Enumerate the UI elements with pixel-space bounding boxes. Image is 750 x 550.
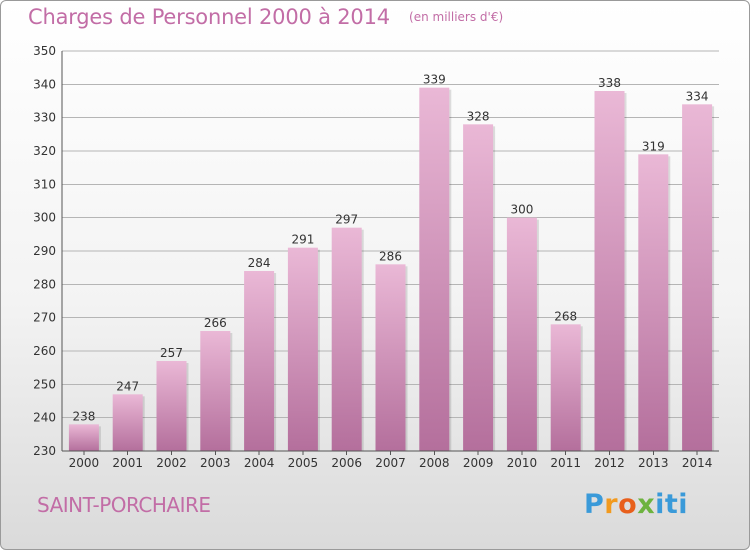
x-tick-label-2004: 2004 [244, 456, 275, 470]
x-tick-label-2009: 2009 [463, 456, 494, 470]
bar-2014 [682, 104, 713, 451]
data-label-2009: 328 [467, 109, 490, 123]
axes [61, 51, 719, 455]
x-tick-label-2010: 2010 [507, 456, 538, 470]
bar-2012 [594, 91, 625, 451]
title-text: Charges de Personnel 2000 à 2014 [28, 5, 390, 29]
data-label-2002: 257 [160, 346, 183, 360]
y-tick-label-350: 350 [33, 44, 56, 58]
data-label-2001: 247 [116, 379, 139, 393]
data-label-2012: 338 [598, 76, 621, 90]
data-label-2005: 291 [291, 233, 314, 247]
data-label-2013: 319 [642, 139, 665, 153]
y-tick-label-240: 240 [33, 411, 56, 425]
data-label-2004: 284 [248, 256, 271, 270]
bar-2007 [375, 264, 406, 451]
x-tick-label-2012: 2012 [594, 456, 625, 470]
data-label-2006: 297 [335, 213, 358, 227]
x-tick-label-2008: 2008 [419, 456, 450, 470]
x-tick-label-2007: 2007 [375, 456, 406, 470]
y-tick-label-300: 300 [33, 211, 56, 225]
x-tick-label-2014: 2014 [682, 456, 713, 470]
x-tick-label-2002: 2002 [156, 456, 187, 470]
data-label-2011: 268 [554, 309, 577, 323]
x-tick-label-2000: 2000 [69, 456, 100, 470]
y-tick-label-260: 260 [33, 344, 56, 358]
y-tick-label-290: 290 [33, 244, 56, 258]
x-tick-label-2011: 2011 [550, 456, 581, 470]
bar-2003 [200, 331, 231, 451]
y-tick-label-310: 310 [33, 177, 56, 191]
bar-2011 [550, 324, 581, 451]
bar-2002 [156, 361, 187, 451]
bar-2009 [463, 124, 494, 451]
bar-2005 [287, 247, 318, 451]
bar-2000 [68, 424, 99, 451]
chart-title: Charges de Personnel 2000 à 2014 (en mil… [28, 5, 503, 29]
y-tick-label-230: 230 [33, 444, 56, 458]
bar-2013 [638, 154, 669, 452]
data-label-2010: 300 [510, 203, 533, 217]
x-tick-label-2006: 2006 [331, 456, 362, 470]
bar-2001 [112, 394, 143, 451]
bar-2004 [244, 271, 275, 451]
subtitle-text: (en milliers d'€) [409, 10, 504, 24]
data-label-2003: 266 [204, 316, 227, 330]
bar-2006 [331, 227, 362, 451]
x-tick-label-2013: 2013 [638, 456, 669, 470]
y-tick-label-280: 280 [33, 277, 56, 291]
y-tick-label-340: 340 [33, 77, 56, 91]
x-tick-label-2005: 2005 [288, 456, 319, 470]
location-name: SAINT-PORCHAIRE [37, 493, 211, 517]
y-tick-label-250: 250 [33, 377, 56, 391]
data-label-2014: 334 [686, 89, 709, 103]
bars [68, 87, 715, 452]
y-tick-label-270: 270 [33, 311, 56, 325]
y-tick-label-330: 330 [33, 111, 56, 125]
bar-2010 [506, 217, 537, 451]
x-tick-label-2001: 2001 [112, 456, 143, 470]
proxiti-logo: Proxiti [584, 489, 689, 520]
labels: 230 240 250 260 270 280 290 300 310 320 330 340 350 2… [33, 44, 712, 470]
x-tick-label-2003: 2003 [200, 456, 231, 470]
bar-2008 [419, 87, 450, 452]
data-label-2007: 286 [379, 249, 402, 263]
data-label-2000: 238 [72, 409, 95, 423]
data-label-2008: 339 [423, 73, 446, 87]
y-tick-label-320: 320 [33, 144, 56, 158]
